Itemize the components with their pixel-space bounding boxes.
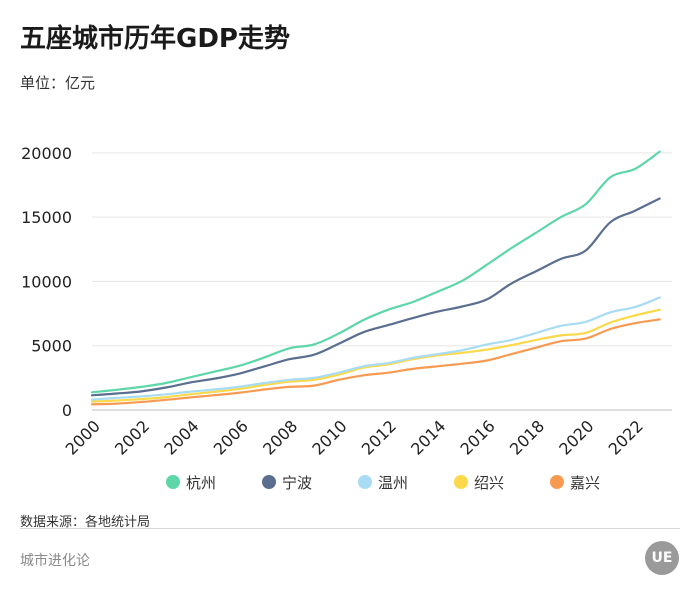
brand-name: 城市进化论 bbox=[20, 553, 90, 569]
series-line bbox=[90, 296, 661, 401]
legend-marker bbox=[166, 475, 180, 489]
x-tick-label: 2000 bbox=[62, 416, 104, 458]
legend-marker bbox=[358, 475, 372, 489]
x-tick-label: 2012 bbox=[358, 416, 400, 458]
legend-marker bbox=[454, 475, 468, 489]
legend-label: 温州 bbox=[378, 474, 408, 492]
x-tick-label: 2018 bbox=[506, 416, 548, 458]
x-tick-label: 2010 bbox=[308, 416, 350, 458]
footer-divider bbox=[20, 528, 680, 529]
x-tick-label: 2004 bbox=[160, 416, 202, 458]
line-chart: 0 5000 10000 15000 20000 2000 2002 2004 2006 200… bbox=[21, 144, 672, 492]
legend-marker bbox=[550, 475, 564, 489]
legend-label: 杭州 bbox=[186, 474, 216, 492]
x-tick-label: 2020 bbox=[555, 416, 597, 458]
x-tick-label: 2002 bbox=[111, 416, 153, 458]
y-tick-label: 5000 bbox=[31, 337, 72, 356]
legend-marker bbox=[262, 475, 276, 489]
x-tick-labels: 2000 2002 2004 2006 2008 2010 2012 2014 2016 2018… bbox=[62, 416, 647, 458]
y-tick-label: 10000 bbox=[21, 272, 72, 291]
legend-label: 宁波 bbox=[282, 474, 312, 492]
x-tick-label: 2006 bbox=[210, 416, 252, 458]
legend: 杭州 宁波 温州 绍兴 嘉兴 bbox=[166, 474, 600, 492]
legend-label: 嘉兴 bbox=[570, 474, 600, 492]
y-tick-label: 0 bbox=[62, 401, 72, 420]
y-tick-label: 15000 bbox=[21, 208, 72, 227]
x-tick-label: 2008 bbox=[259, 416, 301, 458]
series-line bbox=[90, 318, 661, 406]
chart-title: 五座城市历年GDP走势 bbox=[20, 24, 290, 54]
data-source: 数据来源：各地统计局 bbox=[20, 515, 151, 530]
x-tick-label: 2014 bbox=[407, 416, 449, 458]
series-line bbox=[90, 150, 661, 394]
series-lines bbox=[90, 150, 661, 406]
grid-lines bbox=[92, 152, 672, 411]
brand-logo: UE bbox=[645, 541, 679, 575]
y-tick-labels: 0 5000 10000 15000 20000 bbox=[21, 144, 72, 420]
y-tick-label: 20000 bbox=[21, 144, 72, 163]
series-line bbox=[90, 197, 661, 397]
legend-label: 绍兴 bbox=[474, 474, 504, 492]
series-line bbox=[90, 308, 661, 403]
unit-label: 单位：亿元 bbox=[20, 74, 96, 92]
x-tick-label: 2022 bbox=[605, 416, 647, 458]
x-tick-label: 2016 bbox=[457, 416, 499, 458]
